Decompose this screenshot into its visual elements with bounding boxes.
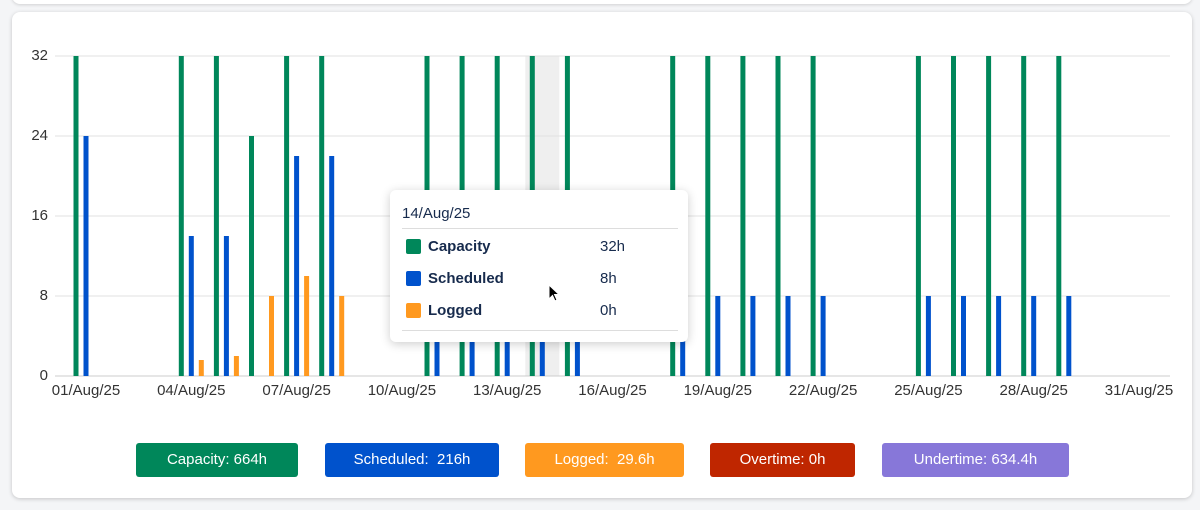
bar (951, 56, 956, 376)
summary-button: Overtime: 0h (710, 443, 855, 477)
y-tick-label: 24 (31, 127, 48, 144)
cursor (548, 284, 561, 302)
bar (986, 56, 992, 376)
bar (785, 296, 791, 376)
bar (83, 136, 89, 376)
bar (198, 360, 204, 376)
separator (402, 228, 678, 229)
bar (925, 296, 931, 376)
series-name: Capacity (428, 238, 491, 255)
x-tick-label: 07/Aug/25 (262, 382, 330, 399)
bar (213, 56, 219, 376)
summary-button: Scheduled: 216h (325, 443, 499, 477)
bar (810, 56, 816, 376)
tooltip-row: Scheduled 8h (406, 268, 676, 288)
x-tick-label: 25/Aug/25 (894, 382, 962, 399)
bar (284, 56, 290, 376)
x-tick-label: 04/Aug/25 (157, 382, 225, 399)
swatch (406, 239, 421, 254)
bar (750, 296, 756, 376)
x-tick-label: 31/Aug/25 (1105, 382, 1173, 399)
bar (820, 296, 826, 376)
bar (961, 296, 966, 376)
tooltip-value: 0h (600, 302, 617, 319)
summary-button: Logged: 29.6h (525, 443, 684, 477)
tooltip-row: Logged 0h (406, 300, 676, 320)
bar (329, 156, 335, 376)
cursor-arrow (548, 284, 561, 302)
y-tick-label: 32 (31, 47, 48, 64)
bar (996, 296, 1002, 376)
summary-button: Undertime: 634.4h (882, 443, 1069, 477)
y-tick-label: 0 (40, 367, 48, 384)
bar (73, 56, 79, 376)
y-tick-label: 16 (31, 207, 48, 224)
bar (740, 56, 746, 376)
bar (339, 296, 345, 376)
bar (1031, 296, 1037, 376)
x-tick-label: 16/Aug/25 (578, 382, 646, 399)
bar (915, 56, 921, 376)
bar (249, 136, 254, 376)
series-name: Logged (428, 302, 483, 319)
bar (294, 156, 300, 376)
bar (1056, 56, 1062, 376)
bar (705, 56, 711, 376)
tooltip-value: 8h (600, 270, 617, 287)
tooltip-value: 32h (600, 238, 626, 255)
tooltip-title: 14/Aug/25 (402, 205, 471, 222)
bar (715, 296, 721, 376)
x-tick-label: 22/Aug/25 (789, 382, 857, 399)
tooltip: 14/Aug/25 Capacity 32h Scheduled 8h Logged 0h (390, 190, 688, 342)
bar (269, 296, 274, 376)
tooltip-row: Capacity 32h (406, 236, 676, 256)
series-name: Scheduled (428, 270, 504, 287)
bar (319, 56, 325, 376)
swatch (406, 271, 421, 286)
y-tick-label: 8 (40, 287, 48, 304)
bar (223, 236, 229, 376)
x-tick-label: 01/Aug/25 (52, 382, 120, 399)
bar (178, 56, 184, 376)
bar (775, 56, 781, 376)
x-tick-label: 28/Aug/25 (999, 382, 1067, 399)
bar (188, 236, 194, 376)
x-tick-label: 10/Aug/25 (368, 382, 436, 399)
swatch (406, 303, 421, 318)
separator (402, 330, 678, 331)
bar (233, 356, 239, 376)
summary-button: Capacity: 664h (136, 443, 298, 477)
bar (304, 276, 310, 376)
x-tick-label: 13/Aug/25 (473, 382, 541, 399)
card-above (12, 0, 1192, 4)
bar (1066, 296, 1072, 376)
x-tick-label: 19/Aug/25 (684, 382, 752, 399)
bar (1021, 56, 1027, 376)
